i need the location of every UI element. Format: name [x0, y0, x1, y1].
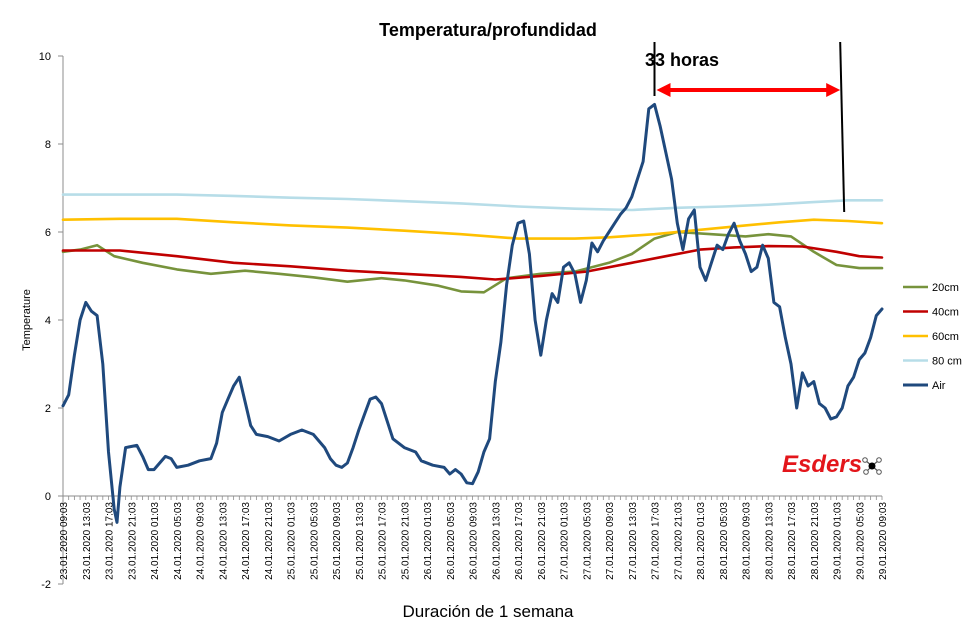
series-line-80cm — [61, 193, 884, 212]
x-tick-label: 29.01.2020 01:03 — [833, 502, 844, 580]
x-tick-label: 23.01.2020 09:03 — [59, 502, 70, 580]
series-line-60cm — [61, 217, 884, 240]
x-tick-label: 27.01.2020 09:03 — [605, 502, 616, 580]
x-tick-label: 28.01.2020 17:03 — [787, 502, 798, 580]
x-tick-label: 25.01.2020 05:03 — [309, 502, 320, 580]
x-tick-label: 29.01.2020 09:03 — [878, 502, 889, 580]
x-tick-label: 26.01.2020 21:03 — [537, 502, 548, 580]
x-tick-label: 25.01.2020 09:03 — [332, 502, 343, 580]
x-tick-label: 26.01.2020 13:03 — [491, 502, 502, 580]
x-tick-label: 27.01.2020 21:03 — [673, 502, 684, 580]
x-tick-label: 25.01.2020 13:03 — [355, 502, 366, 580]
x-tick-label: 24.01.2020 13:03 — [218, 502, 229, 580]
y-axis-label: Temperature — [21, 289, 33, 351]
series-line-air — [61, 102, 884, 524]
y-tick-label: -2 — [41, 579, 51, 591]
x-tick-label: 29.01.2020 05:03 — [855, 502, 866, 580]
legend-label: 80 cm — [932, 356, 962, 368]
annotation-label: 33 horas — [645, 50, 719, 70]
x-tick-label: 23.01.2020 13:03 — [82, 502, 93, 580]
x-tick-label: 26.01.2020 01:03 — [423, 502, 434, 580]
legend: 20cm 40cm 60cm 80 cm Air — [903, 282, 962, 392]
x-tick-label: 25.01.2020 01:03 — [287, 502, 298, 580]
x-tick-label: 28.01.2020 21:03 — [810, 502, 821, 580]
y-tick-label: 8 — [45, 139, 51, 151]
x-tick-label: 25.01.2020 17:03 — [378, 502, 389, 580]
x-tick-label: 26.01.2020 09:03 — [469, 502, 480, 580]
x-tick-label: 24.01.2020 05:03 — [173, 502, 184, 580]
x-tick-label: 26.01.2020 05:03 — [446, 502, 457, 580]
x-tick-label: 23.01.2020 21:03 — [127, 502, 138, 580]
x-tick-label: 28.01.2020 09:03 — [742, 502, 753, 580]
x-tick-label: 24.01.2020 09:03 — [196, 502, 207, 580]
x-tick-label: 27.01.2020 13:03 — [628, 502, 639, 580]
x-axis-label: Duración de 1 semana — [402, 602, 574, 621]
legend-label: 40cm — [932, 307, 959, 319]
x-tick-label: 28.01.2020 01:03 — [696, 502, 707, 580]
x-tick-label: 25.01.2020 21:03 — [400, 502, 411, 580]
legend-label: 20cm — [932, 282, 959, 294]
x-tick-label: 28.01.2020 13:03 — [764, 502, 775, 580]
x-axis: 23.01.2020 09:03 23.01.2020 13:03 23.01.20… — [59, 495, 889, 580]
logo-wordmark: Esders — [782, 451, 862, 478]
x-tick-label: 27.01.2020 05:03 — [582, 502, 593, 580]
legend-label: Air — [932, 380, 946, 392]
x-tick-label: 24.01.2020 17:03 — [241, 502, 252, 580]
y-tick-label: 2 — [45, 403, 51, 415]
esders-logo: Esders — [782, 451, 882, 478]
x-tick-label: 26.01.2020 17:03 — [514, 502, 525, 580]
annotation-arrow-head-left — [656, 83, 671, 97]
duration-annotation: 33 horas — [645, 41, 846, 213]
series-line-20cm — [61, 230, 884, 294]
x-tick-label: 27.01.2020 17:03 — [651, 502, 662, 580]
y-tick-label: 6 — [45, 227, 51, 239]
x-tick-label: 24.01.2020 01:03 — [150, 502, 161, 580]
x-tick-label: 23.01.2020 17:03 — [105, 502, 116, 580]
x-tick-label: 28.01.2020 05:03 — [719, 502, 730, 580]
molecule-icon — [862, 457, 882, 475]
x-tick-label: 27.01.2020 01:03 — [560, 502, 571, 580]
y-tick-label: 0 — [45, 491, 51, 503]
y-tick-label: 10 — [39, 51, 51, 63]
y-tick-label: 4 — [45, 315, 51, 327]
chart-title: Temperatura/profundidad — [379, 20, 597, 40]
annotation-arrow-head-right — [826, 83, 841, 97]
legend-label: 60cm — [932, 331, 959, 343]
series-layer — [61, 102, 884, 524]
x-tick-label: 24.01.2020 21:03 — [264, 502, 275, 580]
annotation-end-marker — [839, 41, 846, 213]
